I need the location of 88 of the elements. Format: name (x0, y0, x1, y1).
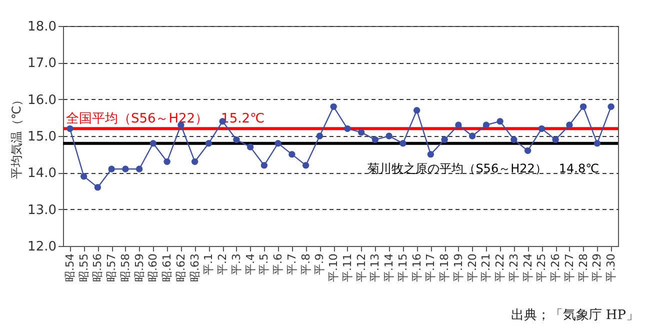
x-tick-label: 昭.56 (91, 254, 104, 282)
x-tick-label: 平.10 (327, 254, 340, 282)
x-tick-label: 平.5 (258, 254, 271, 275)
y-tick-label: 13.0 (28, 202, 56, 218)
x-tick-label: 昭.62 (174, 254, 188, 282)
point (552, 136, 559, 144)
x-tick-label: 平.16 (410, 254, 424, 282)
point (524, 147, 532, 154)
point (510, 136, 518, 144)
x-tick-label: 昭.55 (77, 254, 90, 282)
x-tick-label: 平.9 (313, 254, 326, 275)
x-tick-label: 平.13 (368, 254, 382, 282)
point (344, 125, 351, 132)
x-tick-label: 平.7 (285, 254, 298, 275)
x-tick-label: 平.6 (272, 254, 285, 275)
y-tick-label: 14.0 (28, 166, 56, 182)
x-tick-label: 平.19 (452, 254, 465, 282)
point (594, 140, 601, 147)
y-tick-label: 18.0 (28, 20, 56, 34)
point (136, 166, 143, 172)
point (122, 166, 129, 172)
x-tick-label: 平.24 (521, 254, 534, 282)
point (580, 103, 587, 110)
x-tick-label: 平.4 (244, 254, 257, 275)
point (441, 136, 448, 144)
point (455, 122, 462, 128)
y-tick-label: 16.0 (28, 92, 56, 108)
point (330, 103, 337, 110)
point (164, 158, 170, 166)
point (108, 166, 115, 172)
x-tick-label: 平.29 (590, 254, 604, 282)
x-tick-label: 平.3 (230, 254, 243, 275)
x-tick-label: 平.8 (299, 254, 312, 275)
point (80, 172, 88, 180)
x-tick-label: 昭.60 (146, 254, 160, 282)
y-axis-title: 平均気温（℃） (10, 94, 24, 180)
point (66, 125, 74, 132)
x-tick-label: 昭.63 (188, 254, 202, 282)
x-tick-label: 平.2 (216, 254, 230, 275)
source-note: 出典；「気象庁 HP」 (510, 307, 639, 324)
x-tick-label: 平.1 (202, 254, 216, 275)
x-tick-label: 昭.59 (132, 254, 146, 282)
x-tick-label: 平.20 (466, 254, 479, 282)
x-tick-label: 平.22 (494, 254, 507, 282)
point (386, 132, 392, 140)
point (566, 122, 573, 128)
point (191, 158, 198, 166)
point (400, 140, 406, 147)
x-tick-label: 平.18 (438, 254, 452, 282)
point (205, 140, 212, 147)
point (482, 122, 490, 128)
point (274, 140, 282, 147)
point (316, 132, 324, 140)
point (427, 150, 434, 158)
x-tick-label: 平.12 (354, 254, 368, 282)
point (358, 128, 365, 136)
x-tick-label: 昭.58 (118, 254, 132, 282)
ref-line-label: 菊川牧之原の平均（S56～H22） 14.8℃ (368, 161, 600, 176)
x-tick-label: 平.17 (424, 254, 438, 282)
x-tick-label: 平.21 (480, 254, 493, 282)
point (372, 136, 379, 144)
y-tick-label: 12.0 (28, 240, 56, 254)
x-tick-label: 平.11 (340, 254, 354, 282)
x-tick-label: 平.15 (396, 254, 410, 282)
x-tick-label: 平.26 (549, 254, 562, 282)
y-tick-label: 15.0 (28, 130, 56, 144)
x-tick-label: 平.14 (382, 254, 396, 282)
point (260, 162, 268, 169)
point (468, 132, 476, 140)
point (302, 162, 310, 169)
x-tick-label: 平.27 (562, 254, 576, 282)
x-tick-label: 平.23 (507, 254, 520, 282)
x-tick-label: 昭.54 (63, 254, 76, 282)
x-tick-label: 昭.61 (160, 254, 174, 282)
x-tick-label: 昭.57 (105, 254, 118, 282)
point (608, 103, 614, 110)
x-tick-label: 平.25 (535, 254, 548, 282)
point (233, 136, 240, 144)
point (288, 150, 296, 158)
point (150, 140, 157, 147)
point (538, 125, 546, 132)
point (413, 106, 420, 114)
x-tick-label: 平.28 (576, 254, 590, 282)
point (496, 118, 504, 125)
x-tick-label: 平.30 (604, 254, 618, 282)
point (246, 144, 254, 150)
point (94, 184, 102, 191)
y-tick-label: 17.0 (28, 56, 56, 72)
